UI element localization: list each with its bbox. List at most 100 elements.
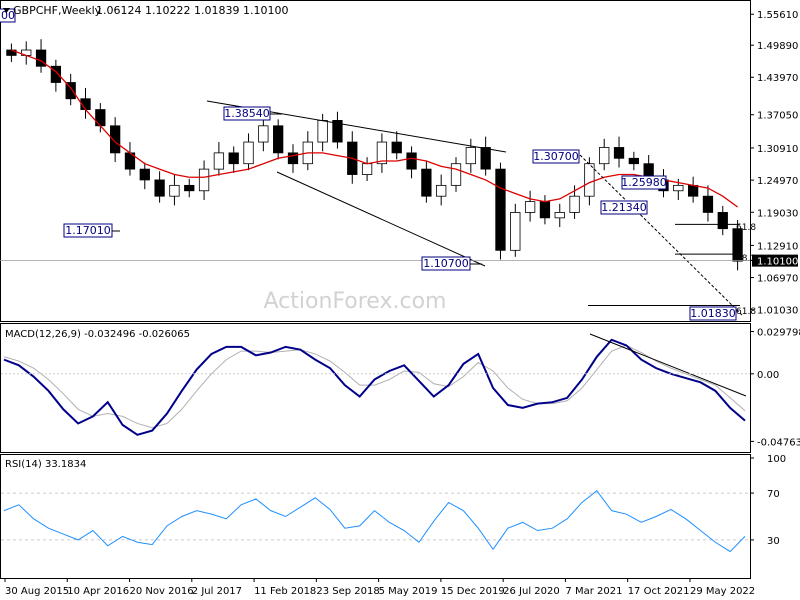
macd-signal-line — [3, 344, 746, 429]
candle — [480, 136, 491, 176]
candle-body — [258, 125, 269, 143]
level-label-text: 1.21340 — [601, 201, 647, 214]
candle — [273, 119, 284, 160]
candle-body — [154, 179, 165, 197]
candle-body — [317, 119, 328, 143]
candle — [510, 203, 521, 257]
level-label-box — [600, 200, 648, 215]
candle-body — [110, 125, 121, 154]
price-layer: 61.8 38.2 61.8 1.38540 1.17010 1.10700 1.30700… — [0, 8, 756, 321]
time-axis-label: 15 Dec 2019 — [441, 586, 505, 597]
macd-axis-label: -0.047637 — [757, 437, 800, 448]
macd-line — [3, 338, 746, 436]
macd-title: MACD(12,26,9) -0.032496 -0.026065 — [5, 329, 190, 340]
macd-axis-label: 0.029798 — [757, 328, 800, 339]
fib-label: 61.8 — [736, 307, 756, 317]
price-axis-label: 1.12910 — [757, 241, 798, 252]
level-label-text: 1.30700 — [533, 150, 579, 163]
candle — [213, 142, 225, 176]
macd-layer: MACD(12,26,9) -0.032496 -0.026065 — [1, 329, 750, 436]
candle-body — [628, 157, 639, 165]
candle-body — [702, 195, 714, 213]
rsi-axis-label: 30 — [767, 536, 780, 547]
candle — [465, 138, 476, 173]
candle-body — [243, 141, 254, 165]
swing-high-label: 1.30700 — [532, 149, 580, 164]
swing-low-label: 1.21340 — [600, 200, 648, 215]
candle — [228, 146, 239, 173]
moving-average-line — [11, 49, 738, 208]
wedge-lower-trendline — [276, 171, 486, 267]
price-axis-label: 1.43970 — [757, 73, 798, 84]
panel-frames — [0, 0, 751, 579]
rsi-axis-label: 100 — [767, 454, 786, 465]
macd-axis-label: 0.00 — [757, 370, 779, 381]
candle-body — [687, 184, 699, 197]
candle — [287, 144, 299, 173]
level-label-text: 1.17010 — [65, 224, 111, 237]
candle — [421, 160, 432, 203]
candle-body — [539, 201, 551, 219]
swing-low-label: 1.01830 — [689, 306, 737, 321]
level-label-text: 1.25980 — [621, 176, 667, 189]
candle — [628, 151, 639, 171]
candle — [139, 162, 150, 190]
candle-body — [139, 168, 150, 181]
candle — [169, 174, 180, 206]
candle — [376, 133, 388, 173]
time-axis-label: 26 Jul 2020 — [503, 586, 560, 597]
candle-body — [406, 152, 417, 170]
candle-body — [65, 82, 76, 100]
swing-low-label: 1.17010 — [63, 223, 113, 238]
candle — [436, 174, 447, 206]
rsi-title: RSI(14) 33.1834 — [5, 459, 86, 470]
candle — [717, 205, 728, 236]
candle — [110, 117, 121, 163]
price-axis-label: 1.30910 — [757, 144, 798, 155]
header-arrow-icon — [3, 8, 10, 13]
candle — [613, 136, 625, 168]
time-axis-label: 2 Jul 2017 — [192, 586, 242, 597]
fib-label: 38.2 — [736, 254, 756, 264]
price-axis-label: 1.06970 — [757, 274, 798, 285]
price-axis-label: 1.01030 — [757, 306, 798, 317]
time-axis-label: 17 Oct 2021 — [628, 586, 690, 597]
level-label-box — [689, 306, 737, 321]
candle-body — [732, 228, 743, 262]
price-axis-label: 1.37050 — [757, 111, 798, 122]
candle — [554, 203, 565, 228]
candle — [258, 114, 269, 152]
rsi-panel-frame — [0, 454, 751, 579]
candle — [50, 59, 62, 92]
fib-label: 61.8 — [736, 223, 756, 233]
candle — [524, 190, 536, 222]
candle — [495, 162, 506, 260]
candle-body — [717, 212, 728, 230]
symbol-label: GBPCHF,Weekly — [13, 4, 102, 17]
price-axis-label: 1.19030 — [757, 208, 798, 219]
candle — [391, 131, 402, 160]
candle — [599, 138, 610, 171]
candle-body — [495, 168, 506, 251]
rsi-line — [3, 490, 746, 553]
level-label-box — [532, 149, 580, 164]
level-label-text: 1.10700 — [423, 257, 469, 270]
price-axis-label: 1.55610 — [757, 10, 798, 21]
candle-body — [569, 195, 580, 213]
price-axis-label: 1.49890 — [757, 41, 798, 52]
rsi-axis-label: 0 — [767, 581, 768, 583]
candle — [184, 178, 195, 198]
candle-body — [35, 49, 47, 67]
price-axis-label: 1.24970 — [757, 176, 798, 187]
level-label-text: 1.01830 — [690, 307, 736, 320]
candle-body — [287, 152, 299, 165]
candle — [65, 73, 76, 106]
time-axis-label: 30 Aug 2015 — [5, 586, 69, 597]
time-axis-label: 23 Sep 2018 — [316, 586, 379, 597]
candle-body — [554, 212, 565, 219]
ohlc-readout: 1.06124 1.10222 1.01839 1.10100 — [96, 4, 288, 17]
candle-body — [169, 184, 180, 197]
current-price-tag-bg — [752, 254, 798, 267]
level-label-text: 1.38540 — [224, 107, 270, 120]
